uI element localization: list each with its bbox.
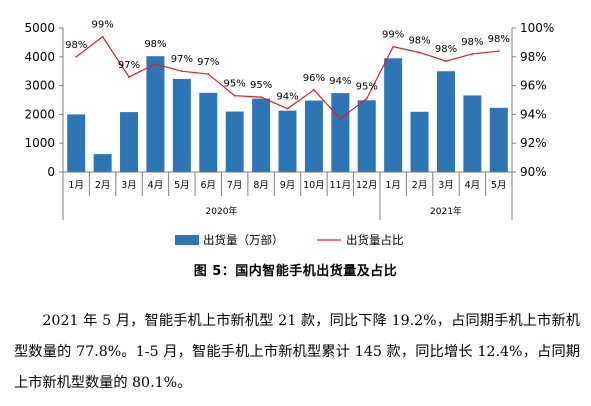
bar-mark <box>172 78 191 172</box>
x-tick-label: 7月 <box>227 180 243 191</box>
x-tick-label: 1月 <box>385 180 401 191</box>
bar-mark <box>199 92 218 172</box>
line-point <box>471 53 474 55</box>
data-label: 98% <box>488 34 510 45</box>
bar-mark <box>357 100 376 172</box>
line-point <box>445 60 447 63</box>
line-point <box>313 89 315 91</box>
line-point <box>128 76 130 78</box>
line-point <box>392 45 395 48</box>
data-label: 94% <box>329 76 351 87</box>
body-paragraph: 2021 年 5 月，智能手机上市新机型 21 款，同比下降 19.2%，占同期… <box>14 313 580 391</box>
bar-mark <box>436 71 455 172</box>
line-point <box>154 63 157 65</box>
right-tick-label: 90% <box>520 165 547 179</box>
x-tick-label: 8月 <box>253 180 269 191</box>
x-tick-label: 11月 <box>330 180 352 191</box>
line-point <box>286 107 289 110</box>
line-point <box>418 51 421 54</box>
data-label: 96% <box>303 73 325 84</box>
x-tick-label: 6月 <box>200 180 216 191</box>
right-tick-label: 98% <box>520 50 547 64</box>
x-tick-label: 2月 <box>95 180 111 191</box>
group-label: 2021年 <box>430 205 462 217</box>
data-label: 97% <box>118 60 140 71</box>
data-label: 99% <box>382 30 404 41</box>
shipment-chart: 0 1000 2000 3000 4000 5000 90% 92% 94% 96% 98% 100%… <box>24 20 554 247</box>
x-tick-label: 4月 <box>148 180 164 191</box>
x-tick-label: 3月 <box>121 180 137 191</box>
bar-mark <box>146 56 165 172</box>
bar-mark <box>93 154 112 172</box>
figure-caption: 图 5：国内智能手机出货量及占比 <box>193 264 398 279</box>
left-tick-label: 3000 <box>24 79 55 93</box>
line-point <box>75 55 78 58</box>
left-tick-label: 4000 <box>24 50 55 64</box>
bar-mark <box>489 107 508 172</box>
line-point <box>233 94 236 97</box>
line-point <box>101 35 104 38</box>
group-label: 2020年 <box>206 205 238 217</box>
bar-mark <box>304 100 323 172</box>
x-tick-label: 9月 <box>280 180 296 191</box>
x-tick-label: 12月 <box>356 180 378 191</box>
bar-mark <box>463 95 482 172</box>
data-label: 98% <box>435 44 457 55</box>
x-tick-label: 1月 <box>68 180 84 191</box>
legend-line-label: 出货量占比 <box>346 233 404 247</box>
x-tick-label: 3月 <box>438 180 454 191</box>
data-label: 97% <box>197 57 219 68</box>
data-label: 94% <box>276 92 298 103</box>
x-tick-label: 5月 <box>491 180 507 191</box>
right-tick-label: 100% <box>520 21 554 35</box>
bar-mark <box>331 93 350 172</box>
data-label: 95% <box>224 79 246 90</box>
left-tick-label: 1000 <box>24 136 55 150</box>
line-point <box>180 70 183 73</box>
bar-mark <box>252 98 271 172</box>
bar-mark <box>120 112 139 172</box>
data-label: 99% <box>92 20 114 31</box>
legend-bar-swatch <box>175 235 199 245</box>
line-point <box>260 96 262 99</box>
line-point <box>497 50 500 52</box>
line-point <box>207 73 210 75</box>
data-label: 98% <box>65 40 87 51</box>
line-point <box>365 97 368 100</box>
data-label: 98% <box>408 35 430 46</box>
x-tick-label: 4月 <box>465 180 481 191</box>
bar-mark <box>278 110 297 172</box>
right-tick-label: 94% <box>520 107 547 121</box>
data-label: 98% <box>461 37 483 48</box>
data-label: 95% <box>250 80 272 91</box>
data-label: 95% <box>356 82 378 93</box>
x-tick-label: 2月 <box>412 180 428 191</box>
bar-mark <box>384 58 403 172</box>
bar-mark <box>67 114 86 172</box>
right-tick-label: 96% <box>520 79 547 93</box>
left-tick-label: 0 <box>47 165 55 179</box>
data-label: 98% <box>144 39 166 50</box>
bar-mark <box>410 111 429 172</box>
data-label: 97% <box>171 54 193 65</box>
legend-bar-label: 出货量（万部） <box>203 233 284 247</box>
x-tick-label: 5月 <box>174 180 190 191</box>
left-tick-label: 2000 <box>24 107 55 121</box>
right-tick-label: 92% <box>520 136 547 150</box>
x-tick-label: 10月 <box>303 180 325 191</box>
bar-mark <box>225 111 244 172</box>
left-tick-label: 5000 <box>24 21 55 35</box>
line-point <box>339 117 342 120</box>
